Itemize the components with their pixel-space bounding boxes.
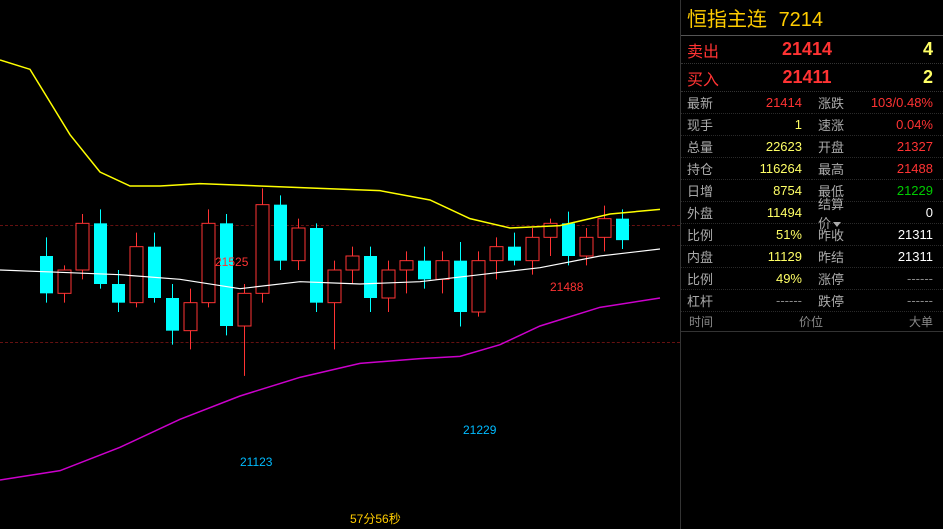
buy-qty: 2 bbox=[895, 67, 943, 88]
buy-price: 21411 bbox=[719, 67, 895, 88]
quote-cell: 杠杆------ bbox=[681, 290, 812, 312]
chart-price-label: 21525 bbox=[215, 255, 248, 269]
quote-cell-value: ------ bbox=[854, 271, 943, 286]
quote-cell-value: 0.04% bbox=[854, 117, 943, 132]
quote-cell-value: 11129 bbox=[723, 249, 812, 264]
quote-cell-label: 昨结 bbox=[812, 247, 854, 266]
quote-cell-value: 22623 bbox=[723, 139, 812, 154]
sell-qty: 4 bbox=[895, 39, 943, 60]
chart-price-label: 21229 bbox=[463, 423, 496, 437]
quote-cell: 最新21414 bbox=[681, 92, 812, 114]
quote-cell-value: 21488 bbox=[854, 161, 943, 176]
tick-hdr-time: 时间 bbox=[681, 313, 770, 330]
quote-cell: 涨停------ bbox=[812, 268, 943, 290]
quote-cell: 现手1 bbox=[681, 114, 812, 136]
countdown-timer: 57分56秒 bbox=[350, 510, 401, 527]
quote-cell-value: 21414 bbox=[723, 95, 812, 110]
quote-cell-value: 21327 bbox=[854, 139, 943, 154]
quote-cell-value: ------ bbox=[723, 293, 812, 308]
chart-price-label: 21123 bbox=[240, 455, 272, 469]
quote-cell-label: 持仓 bbox=[681, 159, 723, 178]
quote-cell-value: 21311 bbox=[854, 227, 943, 242]
quote-cell-value: 8754 bbox=[723, 183, 812, 198]
quote-grid: 最新21414涨跌103/0.48%现手1速涨0.04%总量22623开盘213… bbox=[681, 92, 943, 312]
quote-cell: 日增8754 bbox=[681, 180, 812, 202]
quote-cell: 跌停------ bbox=[812, 290, 943, 312]
quote-cell-label: 总量 bbox=[681, 137, 723, 156]
quote-cell: 结算价0 bbox=[812, 202, 943, 224]
quote-cell: 开盘21327 bbox=[812, 136, 943, 158]
quote-cell: 昨收21311 bbox=[812, 224, 943, 246]
tick-hdr-price: 价位 bbox=[770, 313, 851, 330]
quote-cell-label: 开盘 bbox=[812, 137, 854, 156]
quote-cell-value: 11494 bbox=[723, 205, 812, 220]
buy-label: 买入 bbox=[681, 66, 719, 90]
tick-list[interactable] bbox=[681, 332, 943, 472]
tick-header: 时间 价位 大单 bbox=[681, 312, 943, 332]
quote-cell-label: 最新 bbox=[681, 93, 723, 112]
quote-cell-label: 涨停 bbox=[812, 269, 854, 288]
sell-price: 21414 bbox=[719, 39, 895, 60]
quote-cell-label: 内盘 bbox=[681, 247, 723, 266]
quote-cell-label: 日增 bbox=[681, 181, 723, 200]
quote-cell-value: 116264 bbox=[723, 161, 812, 176]
quote-cell: 持仓116264 bbox=[681, 158, 812, 180]
quote-cell: 内盘11129 bbox=[681, 246, 812, 268]
buy-row[interactable]: 买入 21411 2 bbox=[681, 64, 943, 92]
quote-cell-label: 最高 bbox=[812, 159, 854, 178]
quote-cell-value: 21229 bbox=[854, 183, 943, 198]
quote-cell: 总量22623 bbox=[681, 136, 812, 158]
instrument-title: 恒指主连 7214 bbox=[681, 0, 943, 36]
chart-price-label: 21488 bbox=[550, 280, 583, 294]
quote-cell-value: 51% bbox=[723, 227, 812, 242]
quote-cell-label: 昨收 bbox=[812, 225, 854, 244]
quote-cell-label: 跌停 bbox=[812, 291, 854, 310]
tick-hdr-vol: 大单 bbox=[852, 313, 943, 330]
quote-cell-value: ------ bbox=[854, 293, 943, 308]
quote-cell: 速涨0.04% bbox=[812, 114, 943, 136]
quote-cell-label: 比例 bbox=[681, 225, 723, 244]
quote-panel: 恒指主连 7214 卖出 21414 4 买入 21411 2 最新21414涨… bbox=[680, 0, 943, 529]
quote-cell-value: 0 bbox=[854, 205, 943, 220]
sell-label: 卖出 bbox=[681, 38, 719, 62]
quote-cell: 昨结21311 bbox=[812, 246, 943, 268]
quote-cell: 外盘11494 bbox=[681, 202, 812, 224]
quote-cell: 比例49% bbox=[681, 268, 812, 290]
candlestick-chart[interactable]: 57分56秒 21525 21488 21229 21123 bbox=[0, 0, 680, 529]
quote-cell-value: 49% bbox=[723, 271, 812, 286]
quote-cell-label: 比例 bbox=[681, 269, 723, 288]
quote-cell-label: 外盘 bbox=[681, 203, 723, 222]
chart-canvas bbox=[0, 0, 680, 529]
quote-cell-value: 1 bbox=[723, 117, 812, 132]
quote-cell-value: 21311 bbox=[854, 249, 943, 264]
quote-cell-value: 103/0.48% bbox=[854, 95, 943, 110]
instrument-code: 7214 bbox=[779, 9, 824, 31]
quote-cell: 最高21488 bbox=[812, 158, 943, 180]
quote-cell-label: 速涨 bbox=[812, 115, 854, 134]
instrument-name: 恒指主连 bbox=[687, 9, 767, 31]
sell-row[interactable]: 卖出 21414 4 bbox=[681, 36, 943, 64]
quote-cell-label: 杠杆 bbox=[681, 291, 723, 310]
quote-cell-label: 现手 bbox=[681, 115, 723, 134]
quote-cell: 涨跌103/0.48% bbox=[812, 92, 943, 114]
quote-cell-label: 涨跌 bbox=[812, 93, 854, 112]
quote-cell: 比例51% bbox=[681, 224, 812, 246]
